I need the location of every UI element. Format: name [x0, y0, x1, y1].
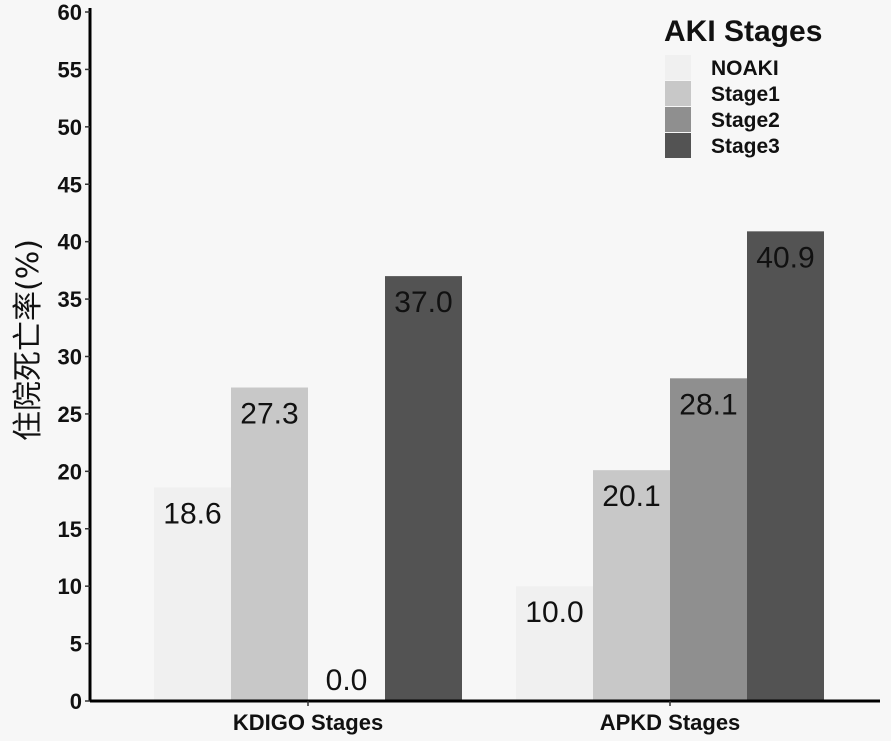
x-tick-label: KDIGO Stages	[233, 710, 383, 735]
y-tick-label: 10	[58, 574, 82, 599]
bar-noaki-1	[516, 586, 593, 701]
y-tick-label: 0	[70, 689, 82, 714]
data-label: 40.9	[756, 241, 814, 274]
y-tick-label: 45	[58, 172, 82, 197]
y-tick-label: 15	[58, 517, 82, 542]
legend-label: Stage3	[711, 135, 780, 158]
legend-label: NOAKI	[711, 57, 779, 80]
data-label: 20.1	[602, 480, 660, 513]
y-tick-label: 40	[58, 230, 82, 255]
legend-label: Stage2	[711, 109, 780, 132]
data-label: 18.6	[163, 497, 221, 530]
data-label: 10.0	[525, 596, 583, 629]
y-tick-label: 35	[58, 287, 82, 312]
bar-noaki-0	[154, 487, 231, 701]
data-label: 27.3	[240, 398, 298, 431]
y-tick-label: 5	[70, 632, 82, 657]
bar-stage1-1	[593, 470, 670, 701]
bar-stage2-1	[670, 378, 747, 701]
y-tick-label: 55	[58, 57, 82, 82]
legend-title: AKI Stages	[664, 15, 822, 48]
y-axis-title: 住院死亡率(%)	[11, 239, 46, 441]
bar-stage1-0	[231, 387, 308, 701]
y-tick-label: 60	[58, 0, 82, 25]
y-tick-label: 30	[58, 345, 82, 370]
bar-stage3-1	[747, 231, 824, 701]
x-tick-label: APKD Stages	[600, 710, 741, 735]
legend-swatch-stage1	[665, 81, 691, 106]
y-tick-label: 50	[58, 115, 82, 140]
data-label: 0.0	[326, 664, 368, 697]
y-tick-label: 25	[58, 402, 82, 427]
legend-swatch-noaki	[665, 55, 691, 80]
legend-swatch-stage2	[665, 107, 691, 132]
data-label: 37.0	[394, 286, 452, 319]
data-label: 28.1	[679, 388, 737, 421]
bar-stage3-0	[385, 276, 462, 701]
legend-label: Stage1	[711, 83, 780, 106]
y-tick-label: 20	[58, 459, 82, 484]
legend-swatch-stage3	[665, 133, 691, 158]
